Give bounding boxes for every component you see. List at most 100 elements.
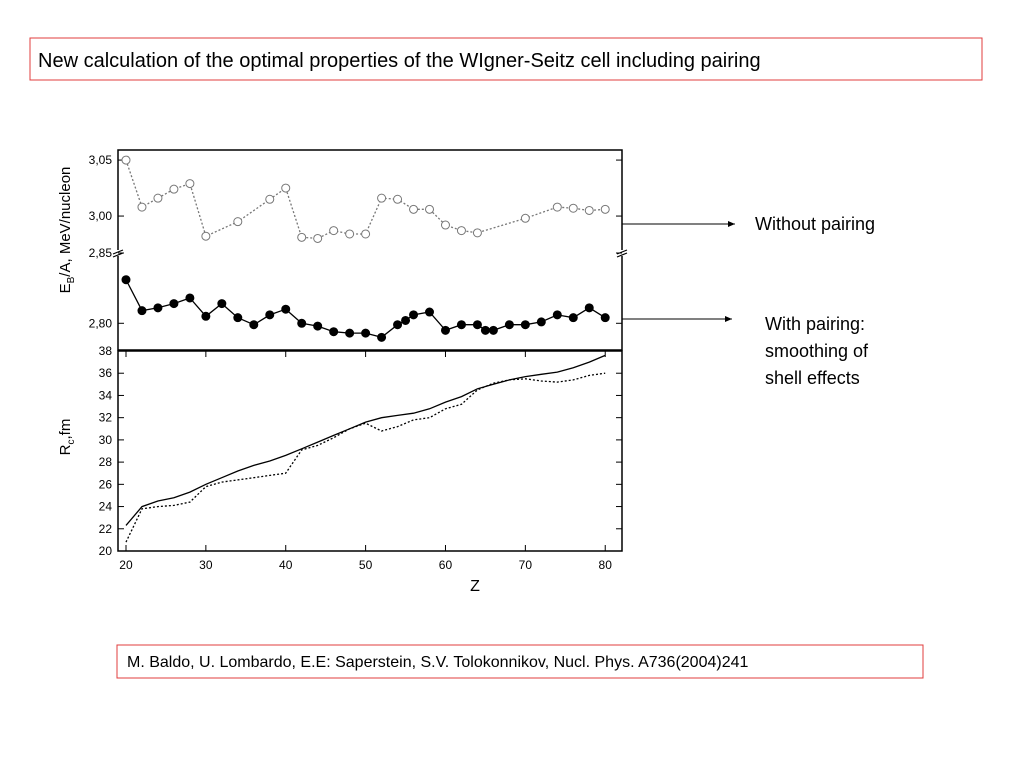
- data-point: [552, 202, 562, 212]
- y-tick-label: 28: [99, 455, 113, 469]
- data-point: [472, 228, 482, 238]
- citation: M. Baldo, U. Lombardo, E.E: Saperstein, …: [127, 654, 748, 671]
- axis-break: [112, 252, 124, 258]
- y-tick-label: 36: [99, 366, 113, 380]
- y-axis-label: EB/A, MeV/nucleon: [57, 167, 77, 294]
- data-point: [520, 213, 530, 223]
- y-tick-label: 34: [99, 388, 113, 402]
- y-tick-label: 3,05: [89, 153, 113, 167]
- y-tick-label: 26: [99, 477, 113, 491]
- data-point: [377, 332, 387, 342]
- x-tick-label: 50: [359, 558, 373, 572]
- data-point: [297, 318, 307, 328]
- data-point: [121, 155, 131, 165]
- series-line: [125, 159, 606, 240]
- series-line: [125, 372, 606, 543]
- data-point: [313, 321, 323, 331]
- y-tick-label: 30: [99, 433, 113, 447]
- data-point: [440, 325, 450, 335]
- x-tick-label: 20: [119, 558, 133, 572]
- data-point: [329, 226, 339, 236]
- slide-title: New calculation of the optimal propertie…: [38, 50, 761, 72]
- series-line: [125, 354, 606, 526]
- data-point: [153, 303, 163, 313]
- data-point: [265, 310, 275, 320]
- x-tick-label: 60: [439, 558, 453, 572]
- data-point: [249, 320, 259, 330]
- data-point: [536, 317, 546, 327]
- data-point: [137, 202, 147, 212]
- data-point: [409, 204, 419, 214]
- data-point: [345, 229, 355, 239]
- data-point: [329, 327, 339, 337]
- data-point: [456, 320, 466, 330]
- axis-break: [112, 249, 124, 255]
- y-tick-label: 24: [99, 500, 113, 514]
- data-point: [520, 320, 530, 330]
- data-point: [456, 226, 466, 236]
- data-point: [361, 229, 371, 239]
- data-point: [393, 194, 403, 204]
- plot-frame: [117, 350, 623, 552]
- data-point: [185, 293, 195, 303]
- data-point: [425, 204, 435, 214]
- x-axis-label: Z: [470, 578, 480, 595]
- data-point: [361, 328, 371, 338]
- data-point: [121, 275, 131, 285]
- x-tick-label: 30: [199, 558, 213, 572]
- data-point: [281, 304, 291, 314]
- y-tick-label: 22: [99, 522, 113, 536]
- data-point: [137, 306, 147, 316]
- y-tick-label: 32: [99, 411, 113, 425]
- data-point: [169, 299, 179, 309]
- y-tick-label: 3,00: [89, 209, 113, 223]
- data-point: [425, 307, 435, 317]
- annotation-text: smoothing of: [765, 341, 869, 361]
- x-tick-label: 80: [599, 558, 613, 572]
- data-point: [345, 328, 355, 338]
- data-point: [265, 194, 275, 204]
- y-label-sub: c: [66, 440, 77, 445]
- data-point: [472, 320, 482, 330]
- data-point: [488, 325, 498, 335]
- data-point: [568, 203, 578, 213]
- data-point: [600, 313, 610, 323]
- y-tick-label: 38: [99, 344, 113, 358]
- data-point: [313, 233, 323, 243]
- y-label-sub: B: [66, 276, 77, 283]
- data-point: [584, 303, 594, 313]
- data-point: [504, 320, 514, 330]
- data-point: [201, 231, 211, 241]
- annotation-text: With pairing:: [765, 314, 865, 334]
- data-point: [217, 299, 227, 309]
- annotations: Without pairing With pairing: smoothing of…: [755, 214, 875, 388]
- data-point: [233, 313, 243, 323]
- data-point: [480, 325, 490, 335]
- x-tick-label: 70: [519, 558, 533, 572]
- y-tick-label: 2,85: [89, 246, 113, 260]
- data-point: [440, 220, 450, 230]
- y-tick-label: 2,80: [89, 316, 113, 330]
- data-point: [393, 320, 403, 330]
- data-point: [233, 217, 243, 227]
- data-point: [169, 184, 179, 194]
- data-point: [297, 232, 307, 242]
- title-box: [29, 37, 983, 81]
- y-label-rest: /A, MeV/nucleon: [57, 167, 74, 277]
- data-point: [584, 205, 594, 215]
- y-axis-label: Rc,fm: [57, 419, 77, 456]
- y-tick-label: 20: [99, 544, 113, 558]
- x-tick-label: 40: [279, 558, 293, 572]
- y-label-rest: ,fm: [57, 419, 74, 440]
- annotation-text: Without pairing: [755, 214, 875, 234]
- data-point: [552, 310, 562, 320]
- data-point: [281, 183, 291, 193]
- data-point: [568, 313, 578, 323]
- citation-box: [116, 644, 924, 679]
- data-point: [153, 193, 163, 203]
- annotation-text: shell effects: [765, 368, 860, 388]
- y-label-main: E: [57, 283, 74, 293]
- data-point: [409, 310, 419, 320]
- plots: 2,85 2,80 3,05 3,00 20 22 24 26 28 30 32 34 36 38 20 30…: [89, 149, 628, 572]
